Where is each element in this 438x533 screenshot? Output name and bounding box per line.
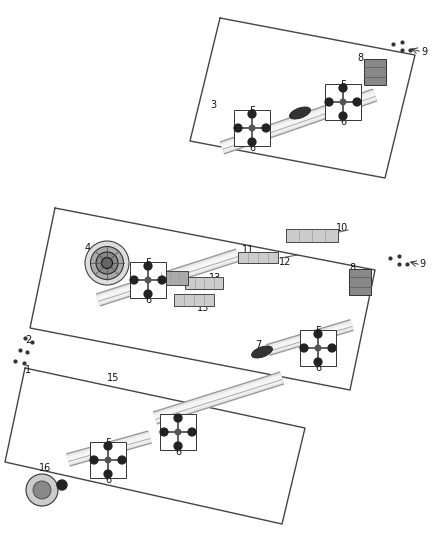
Bar [174, 294, 214, 306]
Circle shape [91, 246, 124, 279]
Text: 6: 6 [340, 117, 346, 127]
Text: 6: 6 [105, 475, 111, 485]
Circle shape [188, 428, 196, 436]
Text: 3: 3 [210, 100, 216, 110]
Circle shape [160, 428, 168, 436]
Text: 10: 10 [336, 223, 348, 233]
Text: 7: 7 [255, 340, 261, 350]
Circle shape [158, 276, 166, 284]
Text: 1: 1 [25, 365, 31, 375]
Circle shape [262, 124, 270, 132]
Circle shape [174, 414, 182, 422]
Circle shape [325, 98, 333, 106]
Text: 12: 12 [279, 257, 291, 267]
Circle shape [248, 110, 256, 118]
Circle shape [118, 456, 126, 464]
Circle shape [353, 98, 361, 106]
Text: 6: 6 [145, 295, 151, 305]
Circle shape [314, 358, 322, 366]
Circle shape [315, 345, 321, 351]
Text: 7: 7 [292, 111, 298, 121]
Text: 15: 15 [107, 373, 119, 383]
Bar [364, 59, 386, 85]
Text: 9: 9 [421, 47, 427, 57]
Text: 6: 6 [175, 447, 181, 457]
Bar [130, 262, 166, 298]
Text: 14: 14 [149, 270, 161, 280]
Circle shape [328, 344, 336, 352]
Text: 13: 13 [197, 303, 209, 313]
Text: 11: 11 [242, 245, 254, 255]
Circle shape [33, 481, 51, 499]
Text: 13: 13 [209, 273, 221, 283]
Circle shape [26, 474, 58, 506]
Text: 2: 2 [25, 335, 31, 345]
Circle shape [234, 124, 242, 132]
Circle shape [174, 442, 182, 450]
Circle shape [104, 470, 112, 478]
Bar [238, 252, 278, 262]
Circle shape [145, 277, 151, 283]
Text: 16: 16 [39, 463, 51, 473]
Circle shape [339, 84, 347, 92]
Text: 5: 5 [175, 410, 181, 420]
Text: 5: 5 [249, 106, 255, 116]
Text: 8: 8 [357, 53, 363, 63]
Text: 5: 5 [105, 438, 111, 448]
Circle shape [105, 457, 111, 463]
Circle shape [248, 138, 256, 146]
Circle shape [314, 330, 322, 338]
Bar [185, 277, 223, 289]
Circle shape [85, 241, 129, 285]
Text: 6: 6 [315, 363, 321, 373]
Circle shape [57, 480, 67, 490]
Text: 5: 5 [340, 80, 346, 90]
Bar [160, 414, 196, 450]
Bar [300, 330, 336, 366]
Circle shape [104, 442, 112, 450]
Text: 5: 5 [145, 258, 151, 268]
Circle shape [144, 290, 152, 298]
Ellipse shape [251, 346, 272, 358]
Bar [152, 271, 187, 285]
Text: 9: 9 [419, 259, 425, 269]
Circle shape [144, 262, 152, 270]
Ellipse shape [290, 107, 311, 119]
Circle shape [130, 276, 138, 284]
Bar [234, 110, 270, 146]
Text: 4: 4 [85, 243, 91, 253]
Bar [325, 84, 361, 120]
Circle shape [340, 99, 346, 105]
Circle shape [339, 112, 347, 120]
Circle shape [249, 125, 255, 131]
Bar [286, 229, 338, 241]
Circle shape [96, 252, 118, 274]
Text: 8: 8 [349, 263, 355, 273]
Text: 6: 6 [249, 143, 255, 153]
Circle shape [175, 429, 181, 435]
Circle shape [300, 344, 308, 352]
Bar [349, 269, 371, 295]
Bar [90, 442, 126, 478]
Text: 5: 5 [315, 326, 321, 336]
Circle shape [102, 257, 113, 269]
Circle shape [90, 456, 98, 464]
